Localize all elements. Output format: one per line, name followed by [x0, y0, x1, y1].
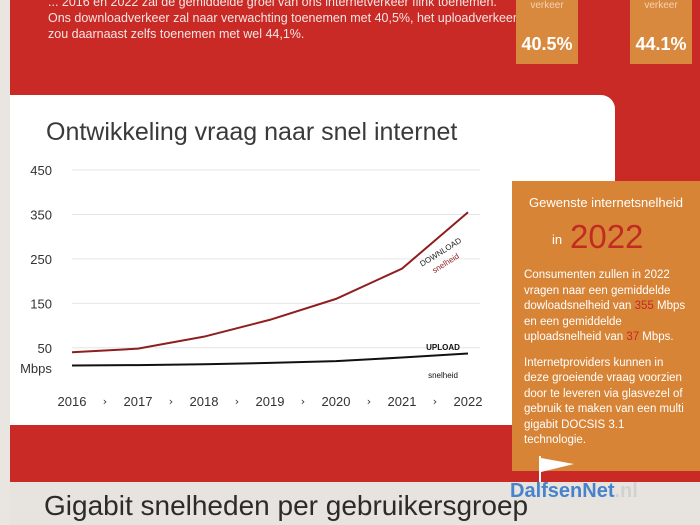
x-tick-label: 2017 — [124, 394, 153, 409]
info-p1-text-c: Mbps. — [639, 331, 674, 343]
intro-text: ... 2016 en 2022 zal de gemiddelde groei… — [48, 0, 518, 42]
x-tick-label: 2021 — [388, 394, 417, 409]
x-tick-label: 2020 — [322, 394, 351, 409]
info-heading: Gewenste internetsnelheid — [529, 195, 683, 210]
info-download-value: 355 — [634, 300, 654, 312]
upload-series-label: UPLOAD — [426, 343, 460, 352]
info-paragraph-1: Consumenten zullen in 2022 vragen naar e… — [524, 268, 686, 346]
info-paragraph-2: Internetproviders kunnen in deze groeien… — [524, 356, 684, 447]
x-separator-glyph: › — [235, 395, 239, 408]
y-tick-label: 350 — [30, 207, 52, 222]
info-year: 2022 — [570, 218, 644, 255]
x-tick-label: 2019 — [256, 394, 285, 409]
info-p1-text-b: Mbps en een gemiddelde uploadsnelheid va… — [524, 300, 686, 343]
intro-line-1: ... 2016 en 2022 zal de gemiddelde groei… — [48, 0, 497, 9]
stat-label: verkeer — [644, 0, 678, 11]
stat-value: 44.1% — [635, 34, 687, 54]
y-tick-label: 250 — [30, 252, 52, 267]
bottom-band — [10, 482, 700, 525]
info-upload-value: 37 — [626, 331, 640, 343]
info-year-row: in 2022 — [512, 216, 700, 258]
x-tick-label: 2016 — [58, 394, 87, 409]
info-in: in — [552, 232, 563, 247]
stat-label: verkeer — [530, 0, 564, 11]
info-box: Gewenste internetsnelheid in 2022 Consum… — [512, 181, 700, 471]
line-chart: 450 350 250 150 50 Mbps 2016 › 2017 › 2018 › 2019 › 20… — [20, 163, 483, 409]
x-tick-label: 2018 — [190, 394, 219, 409]
x-separator-glyph: › — [169, 395, 173, 408]
x-tick-label: 2022 — [454, 394, 483, 409]
watermark-main: DalfsenNet — [510, 480, 615, 502]
intro-line-3: zou daarnaast zelfs toenemen met wel 44,… — [48, 27, 305, 41]
intro-line-2: Ons downloadverkeer zal naar verwachting… — [48, 11, 518, 25]
stat-download-growth: verkeer 40.5% — [516, 0, 578, 64]
x-separator-glyph: › — [103, 395, 107, 408]
section-title: Gigabit snelheden per gebruikersgroep — [44, 490, 529, 521]
left-edge-strip — [0, 0, 10, 525]
watermark-logo: DalfsenNet.nl — [510, 480, 638, 503]
x-separator-glyph: › — [301, 395, 305, 408]
y-tick-label: 150 — [30, 296, 52, 311]
stat-value: 40.5% — [521, 34, 573, 54]
y-axis-unit-label: Mbps — [20, 361, 52, 376]
stat-upload-growth: verkeer 44.1% — [630, 0, 692, 64]
upload-series-sublabel: snelheid — [428, 371, 458, 380]
x-separator-glyph: › — [367, 395, 371, 408]
series-line — [71, 211, 469, 354]
y-tick-label: 450 — [30, 163, 52, 178]
series-line — [71, 352, 469, 367]
watermark-suffix: .nl — [614, 480, 638, 502]
info-p1-text-a: Consumenten zullen in 2022 vragen naar e… — [524, 269, 671, 312]
y-tick-label: 50 — [38, 341, 52, 356]
chart-title: Ontwikkeling vraag naar snel internet — [46, 118, 458, 146]
flag-icon — [539, 456, 574, 482]
x-separator-glyph: › — [433, 395, 437, 408]
